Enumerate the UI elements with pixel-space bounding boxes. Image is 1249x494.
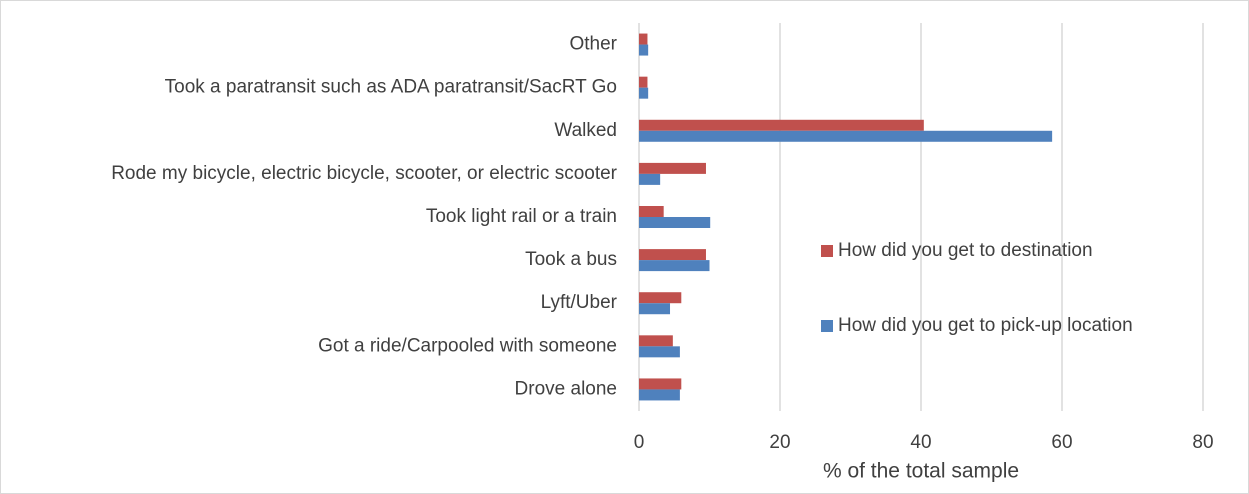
bar [639,335,673,347]
bar [639,87,649,99]
bar [639,303,671,315]
bar [639,130,1053,142]
bar [639,378,682,390]
x-tick-label: 60 [1051,432,1072,453]
bar [639,260,710,272]
y-tick-label: Lyft/Uber [541,292,618,313]
legend-label: How did you get to destination [838,240,1093,261]
legend-label: How did you get to pick-up location [838,315,1133,336]
bar [639,76,648,88]
x-axis-label: % of the total sample [823,460,1019,483]
x-tick-label: 80 [1192,432,1213,453]
bar [639,33,648,45]
y-tick-label: Got a ride/Carpooled with someone [318,335,617,356]
bar [639,173,661,185]
bar [639,292,682,304]
y-tick-label: Took a paratransit such as ADA paratrans… [165,77,617,98]
y-tick-label: Walked [554,120,617,141]
bar [639,389,680,401]
y-tick-label: Took light rail or a train [426,206,617,227]
bar [639,206,664,217]
legend-swatch [821,245,833,257]
y-tick-label: Rode my bicycle, electric bicycle, scoot… [111,163,617,184]
x-tick-label: 0 [634,432,645,453]
bar [639,217,711,228]
bar [639,162,706,174]
y-tick-label: Took a bus [525,249,617,270]
bar [639,249,706,261]
x-tick-label: 40 [910,432,931,453]
x-tick-label: 20 [769,432,790,453]
legend-swatch [821,320,833,332]
y-tick-label: Other [569,34,617,55]
bar [639,44,649,56]
bar [639,119,924,131]
bar [639,346,680,358]
y-tick-label: Drove alone [515,378,617,399]
